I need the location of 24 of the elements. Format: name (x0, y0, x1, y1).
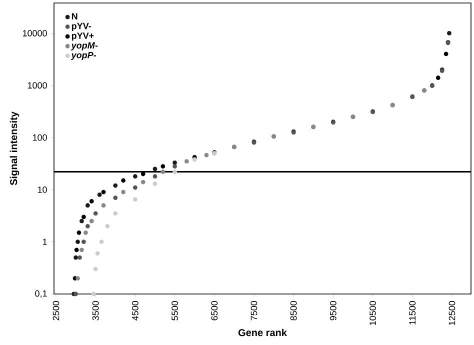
x-tick-label: 7500 (250, 301, 258, 320)
y-tick-label: 1 (42, 238, 47, 245)
legend-label: yopM- (70, 42, 98, 50)
x-tick-label: 6500 (211, 301, 218, 320)
x-tick-label: 12500 (448, 301, 456, 326)
y-tick-label: 10 (38, 186, 47, 193)
legend-label: pYV- (72, 22, 91, 31)
x-tick-label: 11500 (409, 301, 416, 324)
x-tick-label: 4500 (132, 301, 138, 321)
y-axis-title: Signal intensity (10, 112, 20, 186)
y-tick-label: 1000 (28, 82, 47, 89)
x-tick-label: 3500 (92, 301, 99, 320)
y-tick-label: 100 (32, 134, 47, 141)
x-tick-label: 9500 (330, 301, 336, 320)
y-tick-label: 10000 (22, 30, 47, 36)
x-tick-label: 8500 (290, 301, 297, 320)
legend-label: N (72, 13, 78, 20)
x-tick-label: 2500 (52, 301, 60, 320)
x-tick-label: 5500 (172, 301, 178, 320)
x-tick-label: 10500 (370, 301, 376, 326)
y-tick-label: 0,1 (35, 290, 47, 298)
legend-label: yopP- (70, 52, 96, 60)
x-axis-title: Gene rank (238, 328, 287, 336)
legend-label: pYV+ (72, 32, 94, 41)
